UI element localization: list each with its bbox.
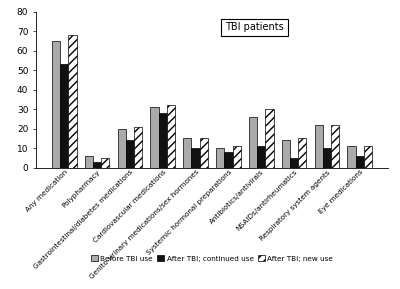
Bar bbox=[265, 109, 274, 168]
Bar bbox=[68, 35, 77, 168]
Bar bbox=[126, 140, 134, 168]
Bar bbox=[257, 146, 265, 168]
Bar bbox=[118, 129, 126, 168]
Bar bbox=[200, 138, 208, 168]
Bar bbox=[298, 138, 306, 168]
Bar bbox=[249, 117, 257, 168]
Bar bbox=[167, 105, 175, 168]
Bar bbox=[290, 158, 298, 168]
Bar bbox=[183, 138, 192, 168]
Bar bbox=[60, 64, 68, 168]
Bar bbox=[356, 156, 364, 168]
Bar bbox=[323, 148, 331, 168]
Bar bbox=[93, 162, 101, 168]
Bar bbox=[150, 107, 159, 168]
Bar bbox=[314, 125, 323, 168]
Bar bbox=[52, 41, 60, 168]
Text: TBI patients: TBI patients bbox=[225, 23, 284, 32]
Bar bbox=[159, 113, 167, 168]
Bar bbox=[364, 146, 372, 168]
Bar bbox=[224, 152, 232, 168]
Bar bbox=[347, 146, 356, 168]
Bar bbox=[85, 156, 93, 168]
Bar bbox=[192, 148, 200, 168]
Bar bbox=[101, 158, 110, 168]
Bar bbox=[331, 125, 339, 168]
Bar bbox=[282, 140, 290, 168]
Bar bbox=[134, 127, 142, 168]
Legend: Before TBI use, After TBI; continued use, After TBI; new use: Before TBI use, After TBI; continued use… bbox=[88, 252, 336, 265]
Bar bbox=[216, 148, 224, 168]
Bar bbox=[232, 146, 241, 168]
